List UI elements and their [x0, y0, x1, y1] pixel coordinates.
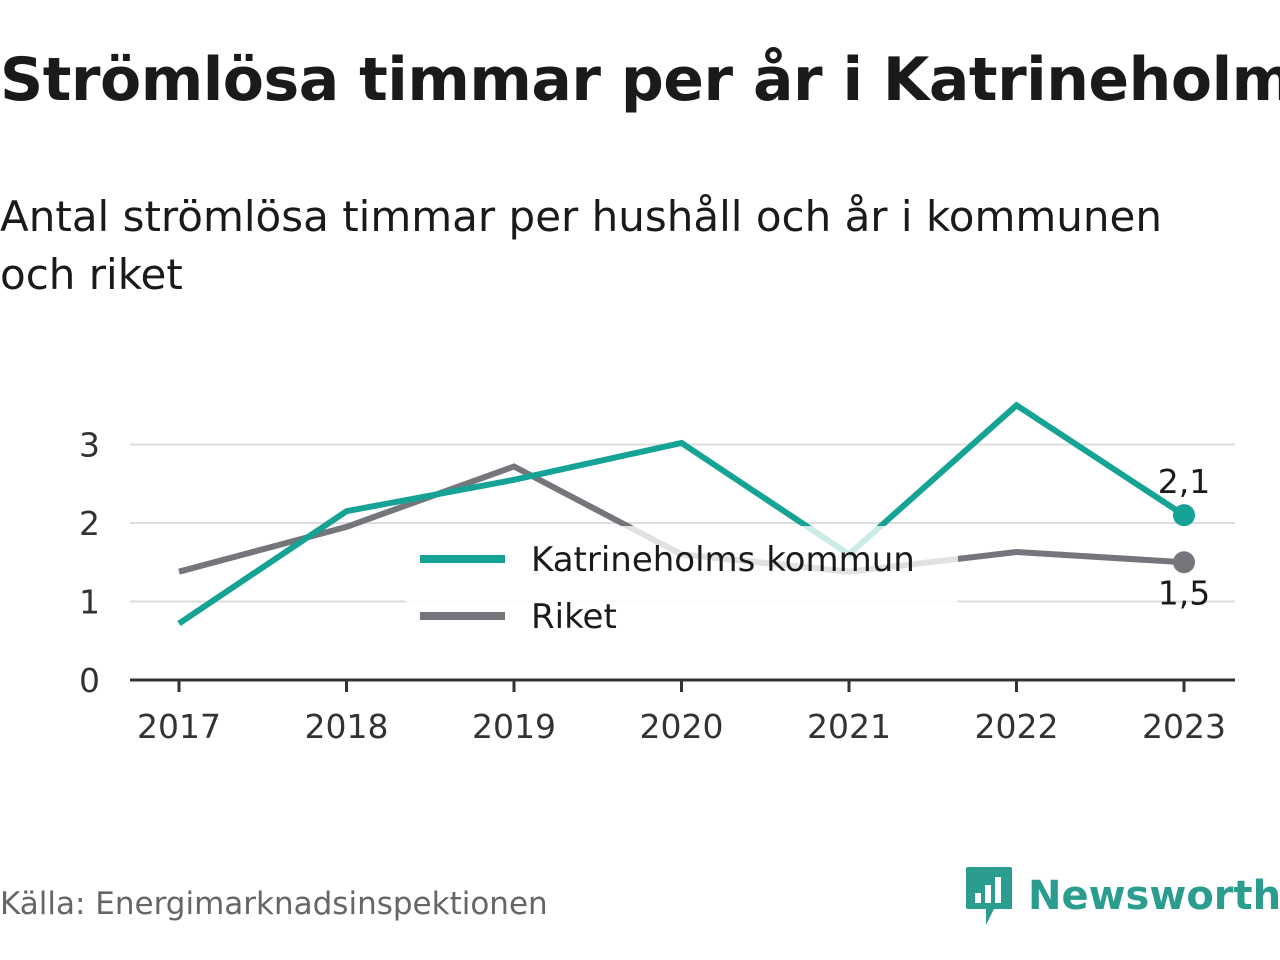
chart-title: Strömlösa timmar per år i Katrineholm: [0, 45, 1280, 115]
series-end-points: 2,1 1,5: [1158, 462, 1210, 612]
end-point-marker: [1173, 551, 1195, 574]
x-axis-tick-labels: 2017 2018 2019 2020 2021 2022 2023: [137, 707, 1226, 746]
end-point-marker: [1173, 504, 1195, 527]
x-tick-label: 2020: [640, 707, 724, 746]
x-tick-label: 2018: [305, 707, 389, 746]
y-axis-tick-labels: 0 1 2 3: [79, 426, 100, 701]
source-note: Källa: Energimarknadsinspektionen: [0, 886, 548, 922]
y-tick-label: 2: [79, 504, 100, 543]
series-line-katrineholm: [177, 401, 1186, 626]
y-tick-label: 1: [79, 583, 100, 622]
y-tick-label: 3: [79, 426, 100, 465]
chart-subtitle: Antal strömlösa timmar per hushåll och å…: [0, 192, 1162, 299]
legend-background: [406, 526, 958, 646]
bar-chart-speech-bubble-icon: [966, 867, 1012, 925]
brand-logo[interactable]: Newsworthy: [964, 864, 1280, 928]
end-value-label: 2,1: [1158, 462, 1210, 501]
x-axis: [130, 678, 1235, 692]
x-tick-label: 2019: [472, 707, 556, 746]
x-tick-label: 2021: [807, 707, 891, 746]
end-value-label: 1,5: [1158, 573, 1210, 612]
x-tick-label: 2022: [975, 707, 1059, 746]
legend-label: Katrineholms kommun: [531, 540, 915, 580]
x-tick-label: 2017: [137, 707, 221, 746]
legend-label: Riket: [531, 597, 617, 637]
y-tick-label: 0: [79, 661, 100, 700]
x-tick-label: 2023: [1142, 707, 1226, 746]
legend: Katrineholms kommun Riket: [406, 526, 958, 646]
brand-name: Newsworthy: [1028, 873, 1280, 919]
